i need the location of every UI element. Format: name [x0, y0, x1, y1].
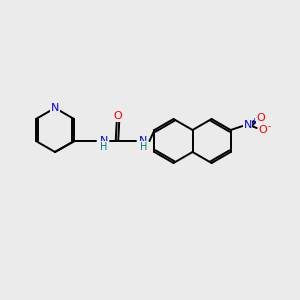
Text: N: N: [51, 103, 59, 113]
Text: O: O: [113, 111, 122, 121]
Text: H: H: [100, 142, 107, 152]
Text: N: N: [244, 120, 252, 130]
Text: O: O: [258, 125, 267, 135]
Text: N: N: [100, 136, 108, 146]
Text: +: +: [250, 118, 257, 127]
Text: O: O: [256, 113, 265, 123]
Text: N: N: [139, 136, 148, 146]
Text: -: -: [267, 122, 270, 131]
Text: H: H: [140, 142, 147, 152]
